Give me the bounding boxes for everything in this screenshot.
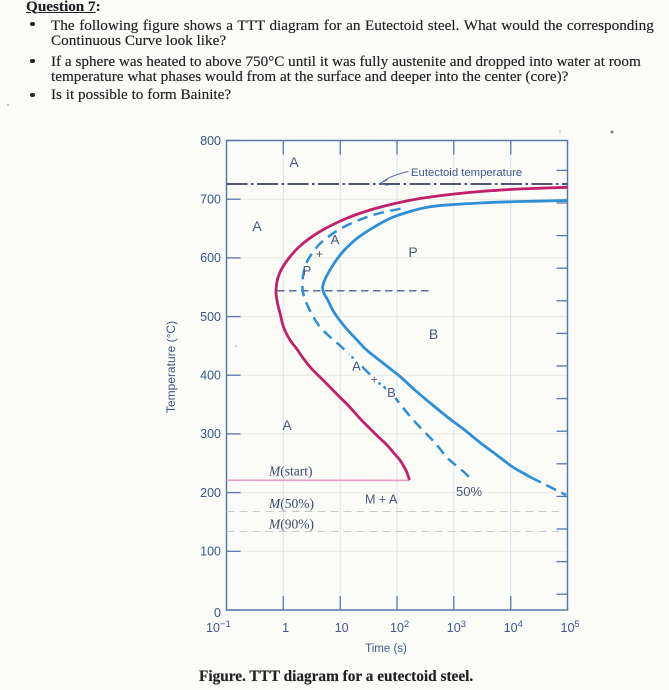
svg-text:105: 105 [561, 619, 580, 635]
svg-text:50%: 50% [456, 484, 482, 499]
svg-text:300: 300 [200, 427, 221, 441]
svg-text:100: 100 [200, 545, 221, 559]
svg-text:103: 103 [447, 619, 466, 635]
svg-text:A: A [252, 218, 262, 234]
svg-text:0: 0 [214, 606, 221, 620]
svg-text:1: 1 [282, 621, 289, 635]
svg-text:P: P [408, 244, 417, 260]
svg-text:M(90%): M(90%) [268, 517, 314, 532]
svg-text:400: 400 [200, 369, 221, 383]
svg-text:A: A [282, 417, 292, 433]
svg-text:+: + [316, 247, 323, 261]
svg-text:600: 600 [200, 251, 221, 265]
svg-text:M(start): M(start) [268, 464, 312, 479]
svg-text:A: A [289, 154, 299, 170]
svg-text:500: 500 [200, 310, 221, 324]
svg-text:Eutectoid temperature: Eutectoid temperature [411, 167, 522, 179]
svg-text:10−1: 10−1 [206, 619, 231, 635]
svg-text:102: 102 [390, 619, 409, 635]
svg-text:A: A [331, 232, 340, 247]
svg-text:A: A [352, 359, 361, 374]
svg-text:Time (s): Time (s) [365, 643, 407, 655]
svg-text:800: 800 [200, 134, 221, 148]
svg-text:B: B [429, 326, 438, 342]
svg-text:Temperature (°C): Temperature (°C) [164, 321, 178, 413]
svg-text:200: 200 [200, 486, 221, 500]
svg-text:M(50%): M(50%) [268, 496, 314, 511]
svg-text:700: 700 [200, 193, 221, 207]
svg-text:10: 10 [335, 621, 349, 635]
svg-text:P: P [303, 263, 312, 278]
svg-text:104: 104 [504, 619, 523, 635]
svg-text:M + A: M + A [365, 493, 398, 507]
svg-text:+: + [371, 373, 378, 387]
svg-text:B: B [387, 385, 396, 400]
